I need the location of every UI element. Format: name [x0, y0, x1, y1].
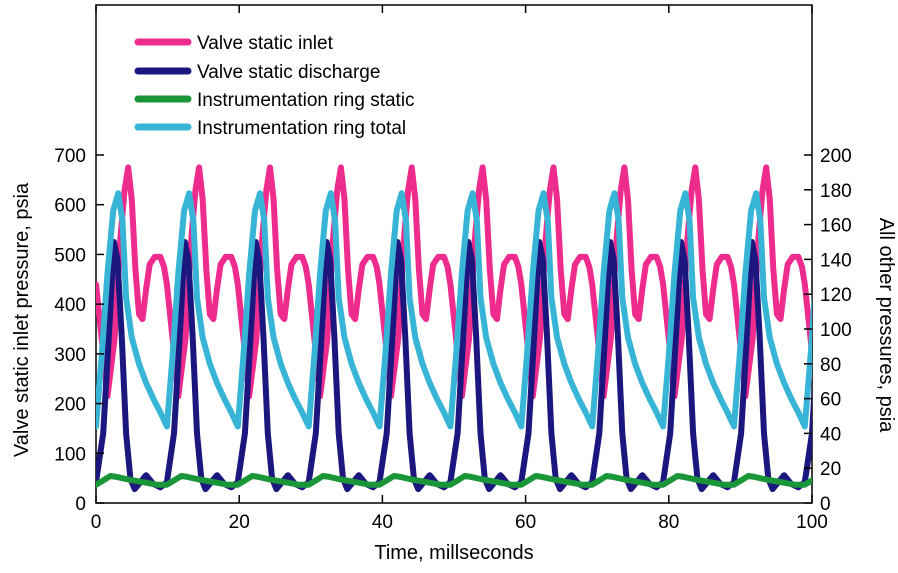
legend-label-instrumentation-ring-total: Instrumentation ring total	[197, 118, 406, 139]
series-layer	[96, 164, 812, 493]
y-left-tick-label: 700	[54, 146, 86, 167]
y-right-tick-label: 20	[820, 459, 841, 480]
series-line-instrumentation-ring-static	[96, 473, 812, 488]
series-line-instrumentation-ring-total	[96, 190, 812, 430]
y-left-tick-label: 500	[54, 245, 86, 266]
x-tick-label: 0	[91, 512, 102, 533]
y-axis-title-left: Valve static inlet pressure, psia	[11, 182, 33, 457]
y-left-tick-label: 0	[75, 494, 86, 515]
legend-label-instrumentation-ring-static: Instrumentation ring static	[197, 90, 415, 111]
y-left-tick-label: 100	[54, 444, 86, 465]
y-left-tick-label: 200	[54, 395, 86, 416]
y-right-tick-label: 160	[820, 216, 852, 237]
y-right-tick-label: 120	[820, 285, 852, 306]
x-axis-title: Time, millseconds	[374, 542, 533, 564]
y-right-tick-label: 80	[820, 355, 841, 376]
legend-label-valve-static-discharge: Valve static discharge	[197, 62, 380, 83]
x-tick-label: 80	[658, 512, 679, 533]
y-right-tick-label: 60	[820, 390, 841, 411]
x-tick-label: 60	[515, 512, 536, 533]
legend: Valve static inlet Valve static discharg…	[134, 33, 415, 139]
y-axis-title-right: All other pressures, psia	[875, 218, 897, 433]
x-tick-label: 20	[229, 512, 250, 533]
y-right-tick-label: 0	[820, 494, 831, 515]
x-tick-label: 40	[372, 512, 393, 533]
y-right-tick-label: 140	[820, 250, 852, 271]
y-right-tick-label: 40	[820, 424, 841, 445]
x-tick-label: 100	[796, 512, 828, 533]
y-right-tick-label: 180	[820, 181, 852, 202]
y-left-tick-label: 300	[54, 345, 86, 366]
axis-layer: 0 20 40 60 80 1000100200300400500600700020406…	[54, 5, 852, 533]
legend-label-valve-static-inlet: Valve static inlet	[197, 33, 334, 54]
y-right-tick-label: 200	[820, 146, 852, 167]
y-left-tick-label: 400	[54, 295, 86, 316]
y-left-tick-label: 600	[54, 196, 86, 217]
series-line-valve-static-inlet	[96, 164, 812, 400]
y-right-tick-label: 100	[820, 320, 852, 341]
